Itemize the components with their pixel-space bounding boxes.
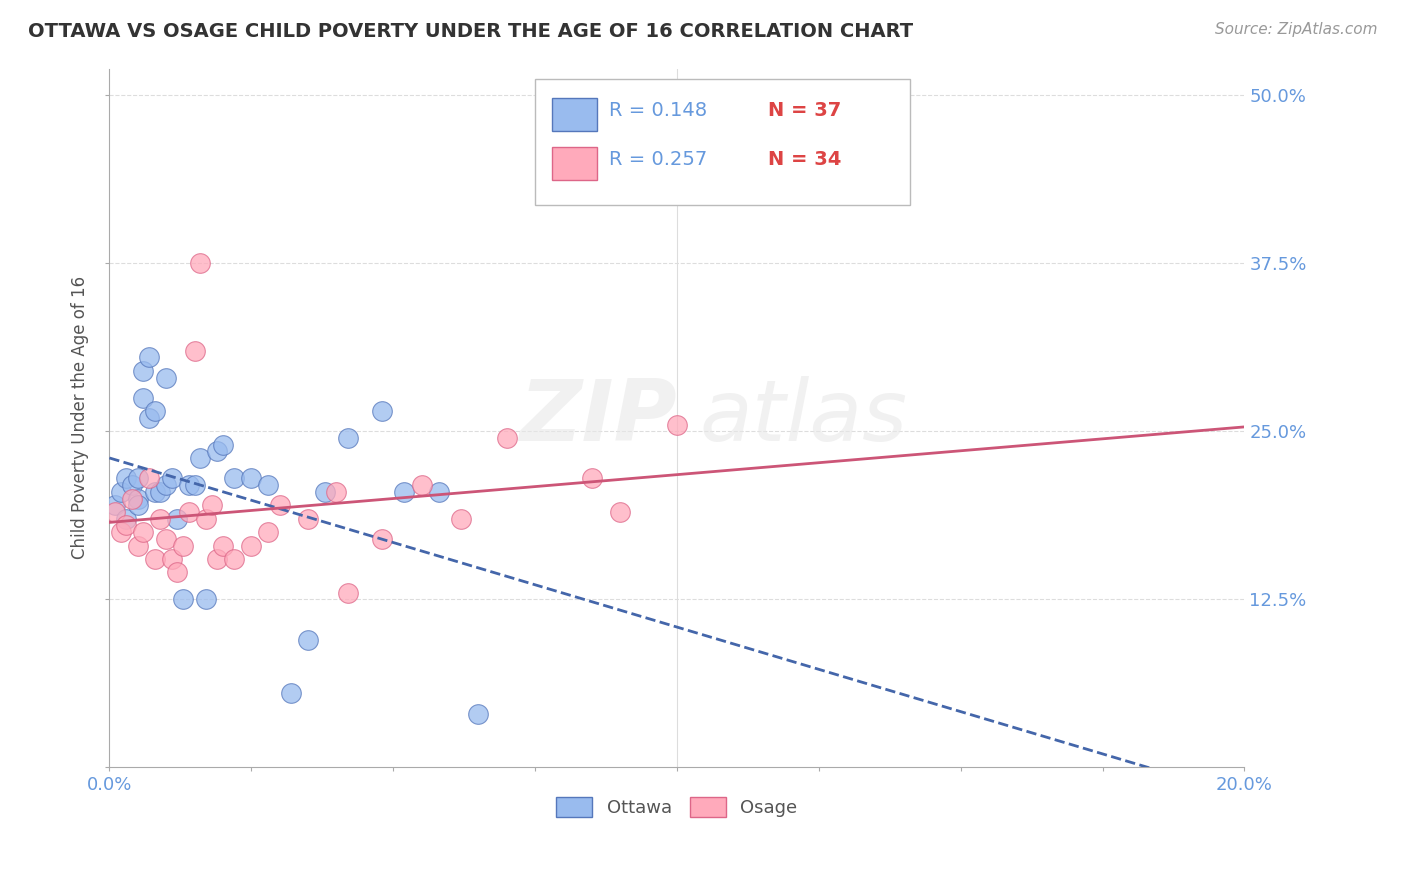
Point bbox=[110, 484, 132, 499]
Point bbox=[194, 511, 217, 525]
Point bbox=[166, 566, 188, 580]
Point bbox=[177, 478, 200, 492]
Point bbox=[160, 552, 183, 566]
Point bbox=[495, 431, 517, 445]
Point bbox=[194, 592, 217, 607]
Point bbox=[160, 471, 183, 485]
Point bbox=[172, 539, 194, 553]
Point bbox=[115, 511, 138, 525]
Point bbox=[280, 686, 302, 700]
Point bbox=[155, 478, 177, 492]
Point bbox=[188, 451, 211, 466]
Text: OTTAWA VS OSAGE CHILD POVERTY UNDER THE AGE OF 16 CORRELATION CHART: OTTAWA VS OSAGE CHILD POVERTY UNDER THE … bbox=[28, 22, 914, 41]
FancyBboxPatch shape bbox=[553, 147, 598, 180]
Point bbox=[104, 505, 127, 519]
Point bbox=[121, 478, 143, 492]
Point bbox=[132, 525, 155, 540]
Point bbox=[155, 532, 177, 546]
Text: ZIP: ZIP bbox=[519, 376, 676, 459]
Point bbox=[115, 471, 138, 485]
Point bbox=[224, 552, 246, 566]
Text: atlas: atlas bbox=[700, 376, 908, 459]
Point bbox=[212, 539, 235, 553]
Point bbox=[325, 484, 347, 499]
Point bbox=[132, 364, 155, 378]
Point bbox=[115, 518, 138, 533]
Point bbox=[143, 552, 166, 566]
Point bbox=[188, 256, 211, 270]
Point bbox=[138, 471, 160, 485]
Point bbox=[177, 505, 200, 519]
Point bbox=[257, 478, 280, 492]
Point bbox=[183, 343, 205, 358]
Point bbox=[149, 484, 172, 499]
Point bbox=[297, 632, 319, 647]
Point bbox=[138, 410, 160, 425]
Point bbox=[297, 511, 319, 525]
Point bbox=[394, 484, 416, 499]
Point bbox=[269, 498, 291, 512]
Text: R = 0.148: R = 0.148 bbox=[609, 101, 707, 120]
Point bbox=[467, 706, 489, 721]
Point bbox=[127, 471, 149, 485]
Point bbox=[143, 484, 166, 499]
Point bbox=[314, 484, 336, 499]
Point bbox=[240, 539, 263, 553]
Point bbox=[183, 478, 205, 492]
Point bbox=[427, 484, 450, 499]
FancyBboxPatch shape bbox=[553, 98, 598, 131]
Text: N = 37: N = 37 bbox=[768, 101, 841, 120]
Point bbox=[212, 438, 235, 452]
Text: N = 34: N = 34 bbox=[768, 150, 841, 169]
Point bbox=[166, 511, 188, 525]
Point bbox=[110, 525, 132, 540]
Point bbox=[336, 585, 359, 599]
Point bbox=[155, 370, 177, 384]
Point bbox=[200, 498, 222, 512]
Point bbox=[224, 471, 246, 485]
Point bbox=[336, 431, 359, 445]
Point bbox=[450, 511, 472, 525]
Point bbox=[609, 505, 631, 519]
Point bbox=[257, 525, 280, 540]
Legend: Ottawa, Osage: Ottawa, Osage bbox=[548, 789, 804, 824]
Point bbox=[121, 491, 143, 506]
Text: R = 0.257: R = 0.257 bbox=[609, 150, 707, 169]
Point bbox=[149, 511, 172, 525]
Point bbox=[132, 391, 155, 405]
Point bbox=[138, 351, 160, 365]
FancyBboxPatch shape bbox=[536, 79, 910, 205]
Point bbox=[205, 552, 228, 566]
Point bbox=[581, 471, 603, 485]
Point bbox=[143, 404, 166, 418]
Text: Source: ZipAtlas.com: Source: ZipAtlas.com bbox=[1215, 22, 1378, 37]
Point bbox=[104, 498, 127, 512]
Point bbox=[127, 491, 149, 506]
Point bbox=[240, 471, 263, 485]
Point bbox=[411, 478, 433, 492]
Point bbox=[127, 539, 149, 553]
Point bbox=[665, 417, 688, 432]
Point bbox=[205, 444, 228, 458]
Y-axis label: Child Poverty Under the Age of 16: Child Poverty Under the Age of 16 bbox=[72, 277, 89, 559]
Point bbox=[371, 532, 394, 546]
Point bbox=[172, 592, 194, 607]
Point bbox=[127, 498, 149, 512]
Point bbox=[371, 404, 394, 418]
